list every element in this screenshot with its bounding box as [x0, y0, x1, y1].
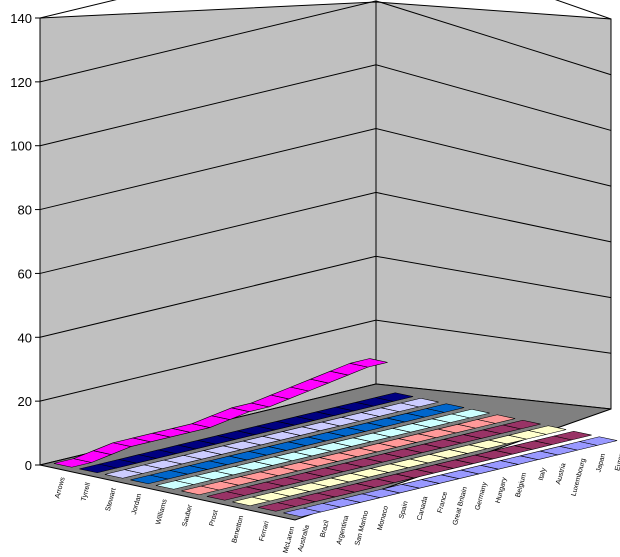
series-label: Prost	[209, 509, 220, 527]
series-tyrrell	[79, 392, 414, 474]
series-segment	[528, 425, 567, 435]
series-label: Arrows	[54, 476, 67, 499]
series-label: Tyrrell	[80, 482, 92, 503]
category-label: Canada	[416, 496, 429, 522]
gridline	[39, 319, 612, 402]
y-tick-label: 140	[10, 11, 32, 26]
category-label: France	[437, 491, 449, 514]
series-label: Stewart	[105, 487, 118, 512]
series-segment	[553, 430, 592, 441]
y-tick-label: 100	[10, 139, 32, 154]
category-label: Monaco	[377, 505, 390, 531]
category-label: Great Britain	[452, 486, 469, 526]
series-label: Benetton	[231, 515, 245, 544]
series-prost	[206, 419, 541, 501]
series-segment	[400, 397, 439, 408]
category-label: Japan	[595, 453, 607, 473]
y-tick-label: 80	[18, 203, 32, 218]
category-label: Luxembourg	[571, 458, 588, 498]
gridline	[39, 255, 612, 338]
series-segment	[579, 436, 618, 446]
gridline	[39, 0, 612, 83]
series-label: Jordan	[131, 493, 143, 516]
series-arrows	[53, 358, 388, 468]
series-label: McLaren	[282, 526, 296, 554]
series-segment	[375, 392, 414, 402]
gridline	[39, 191, 612, 274]
category-label: Hungary	[495, 476, 509, 504]
series-ferrari	[257, 430, 592, 512]
gridline	[39, 64, 612, 147]
y-tick-label: 20	[18, 394, 32, 409]
y-tick-label: 40	[18, 330, 32, 345]
series-segment	[349, 358, 388, 368]
series-williams	[155, 408, 490, 490]
y-tick-label: 60	[18, 266, 32, 281]
series-ribbons	[53, 358, 618, 518]
category-label: Brazil	[319, 519, 330, 538]
series-mclaren	[283, 436, 618, 518]
series-jordan	[130, 403, 465, 485]
category-label: Germany	[474, 481, 488, 511]
series-segment	[451, 408, 490, 419]
category-label: San Marino	[354, 510, 370, 546]
category-label: Argentina	[336, 515, 351, 546]
category-label: Australia	[297, 524, 311, 552]
series-stewart	[104, 397, 439, 479]
left-wall	[39, 1, 377, 466]
series-segment	[477, 414, 516, 424]
category-label: Italy	[538, 467, 548, 482]
category-label: Belgium	[515, 472, 528, 498]
gridline	[39, 128, 612, 211]
y-tick-label: 120	[10, 75, 32, 90]
series-benetton	[232, 425, 567, 507]
series-label: Williams	[155, 498, 169, 525]
category-label: Europe	[614, 448, 620, 472]
series-label: Ferrari	[259, 520, 271, 542]
y-tick-label: 0	[25, 458, 32, 473]
series-sauber	[181, 414, 516, 496]
gridlines	[39, 0, 612, 402]
series-label: Sauber	[182, 503, 195, 527]
series-segment	[502, 419, 541, 430]
category-label: Spain	[398, 500, 409, 519]
series-segment	[426, 403, 465, 413]
category-label: Austria	[555, 462, 567, 485]
y-axis: 0 20 40 60 80 100 120 140	[10, 11, 40, 473]
